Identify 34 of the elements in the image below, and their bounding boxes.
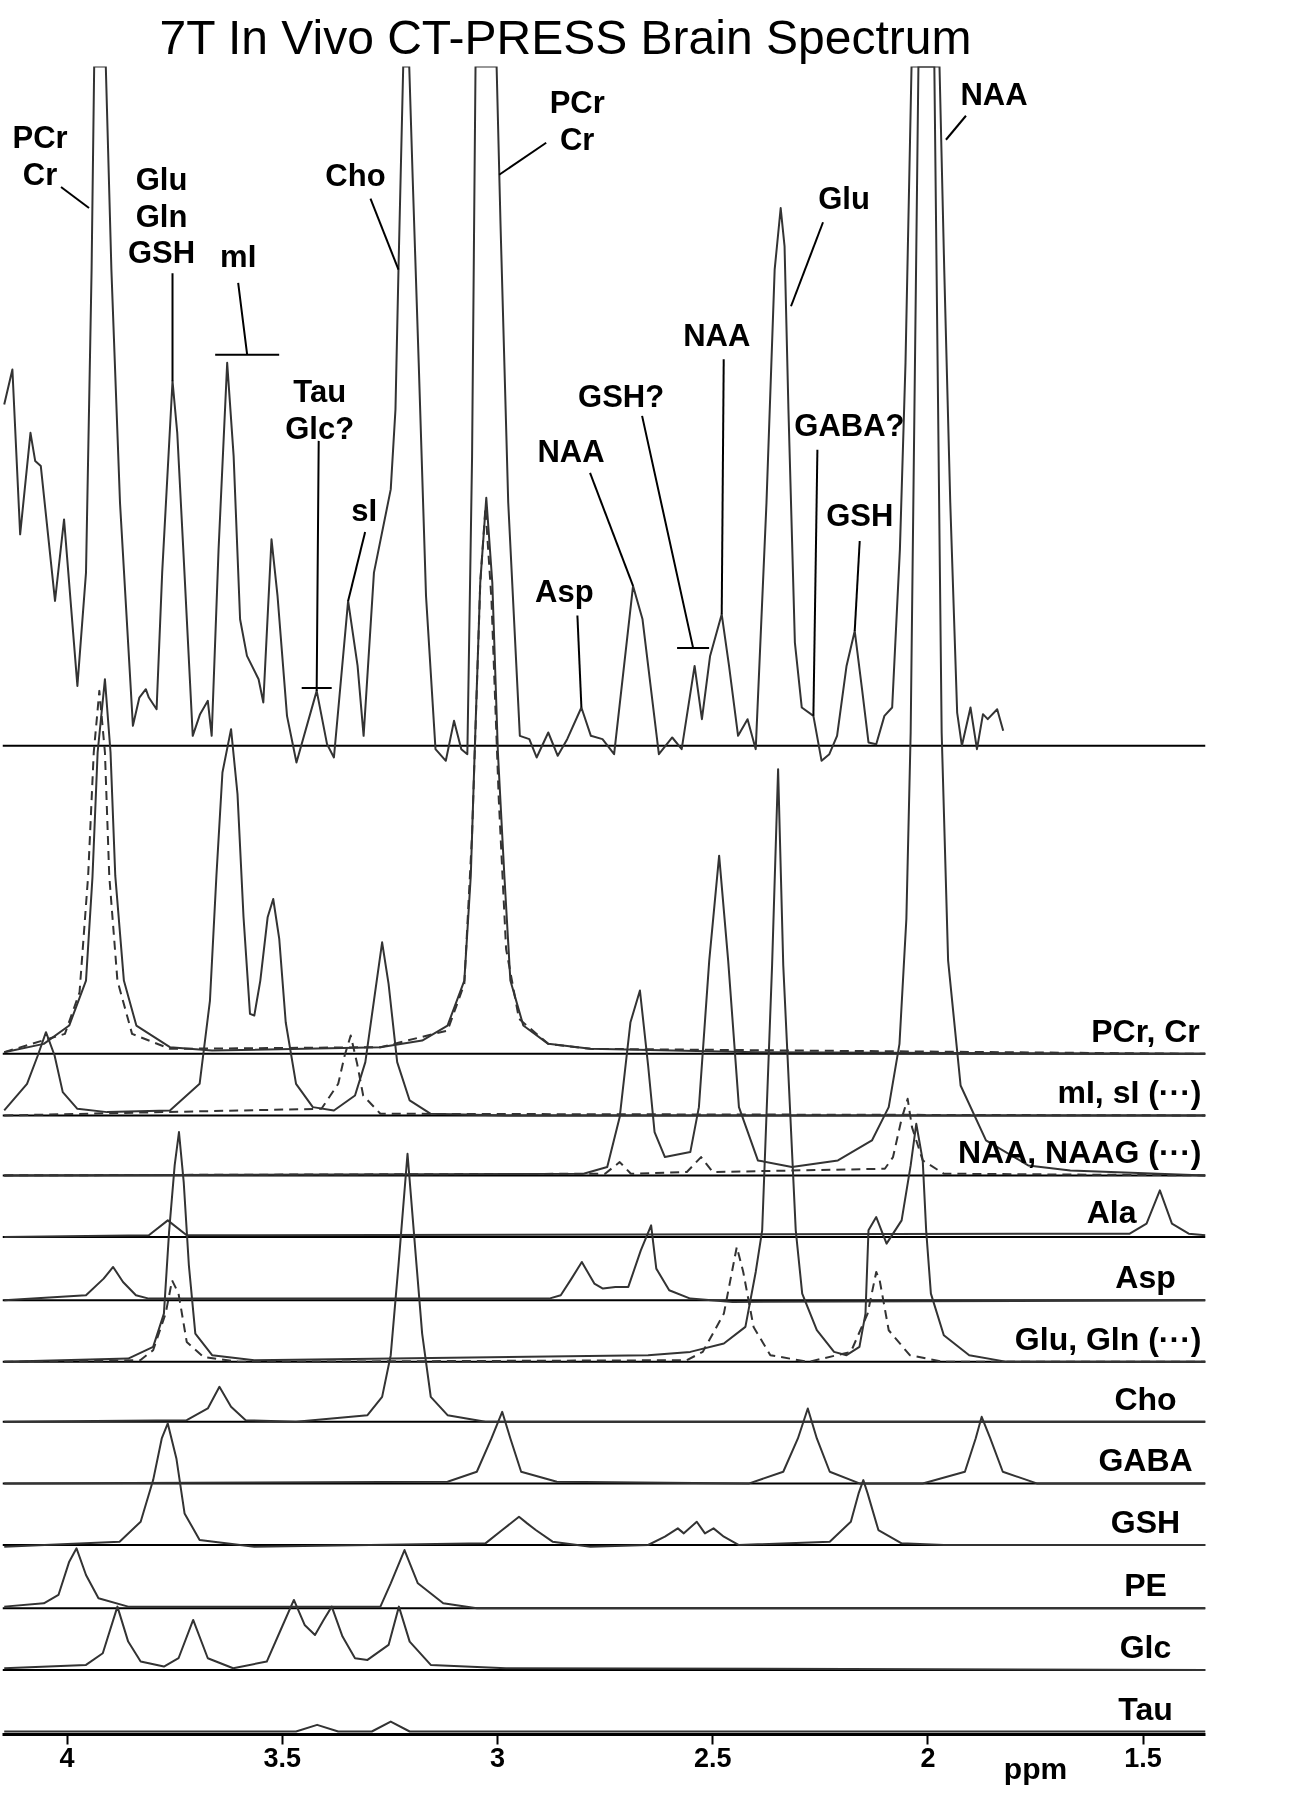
x-axis-title: ppm (1003, 1751, 1068, 1785)
series-label: Cho (1114, 1380, 1177, 1417)
x-tick-label: 3 (489, 1742, 505, 1773)
annotation: GSH (826, 498, 894, 534)
annotation: mI (220, 239, 257, 275)
annotation: Glu Gln GSH (127, 161, 196, 271)
series-label: Asp (1115, 1259, 1176, 1296)
x-tick-label: 2 (920, 1742, 936, 1773)
series-label: PE (1124, 1567, 1167, 1604)
x-tick-label: 4 (59, 1742, 75, 1773)
annotation: Tau Glc? (285, 374, 355, 446)
annotation: GSH? (578, 379, 665, 415)
annotation: Cho (325, 158, 386, 194)
series-label: GABA (1098, 1442, 1193, 1479)
series-label: Tau (1118, 1690, 1173, 1727)
annotation: PCr Cr (12, 120, 68, 192)
annotation: NAA (537, 434, 605, 470)
series-label: Glc (1119, 1628, 1172, 1665)
series-label: PCr, Cr (1091, 1012, 1200, 1049)
annotation: NAA (960, 77, 1028, 113)
series-label: mI, sI (···) (1057, 1074, 1202, 1111)
annotation: Asp (535, 574, 594, 610)
series-label: GSH (1110, 1504, 1181, 1541)
series-label: Ala (1086, 1194, 1137, 1231)
annotation: GABA? (794, 408, 905, 444)
chart-title: 7T In Vivo CT-PRESS Brain Spectrum (159, 10, 972, 64)
annotation: PCr Cr (549, 84, 605, 157)
annotation: NAA (683, 317, 751, 353)
x-tick-label: 2.5 (693, 1742, 732, 1773)
x-tick-label: 3.5 (263, 1742, 302, 1773)
x-tick-label: 1.5 (1124, 1742, 1162, 1773)
annotation: sI (351, 493, 378, 529)
annotation: Glu (818, 180, 870, 216)
series-label: Glu, Gln (···) (1014, 1320, 1202, 1357)
